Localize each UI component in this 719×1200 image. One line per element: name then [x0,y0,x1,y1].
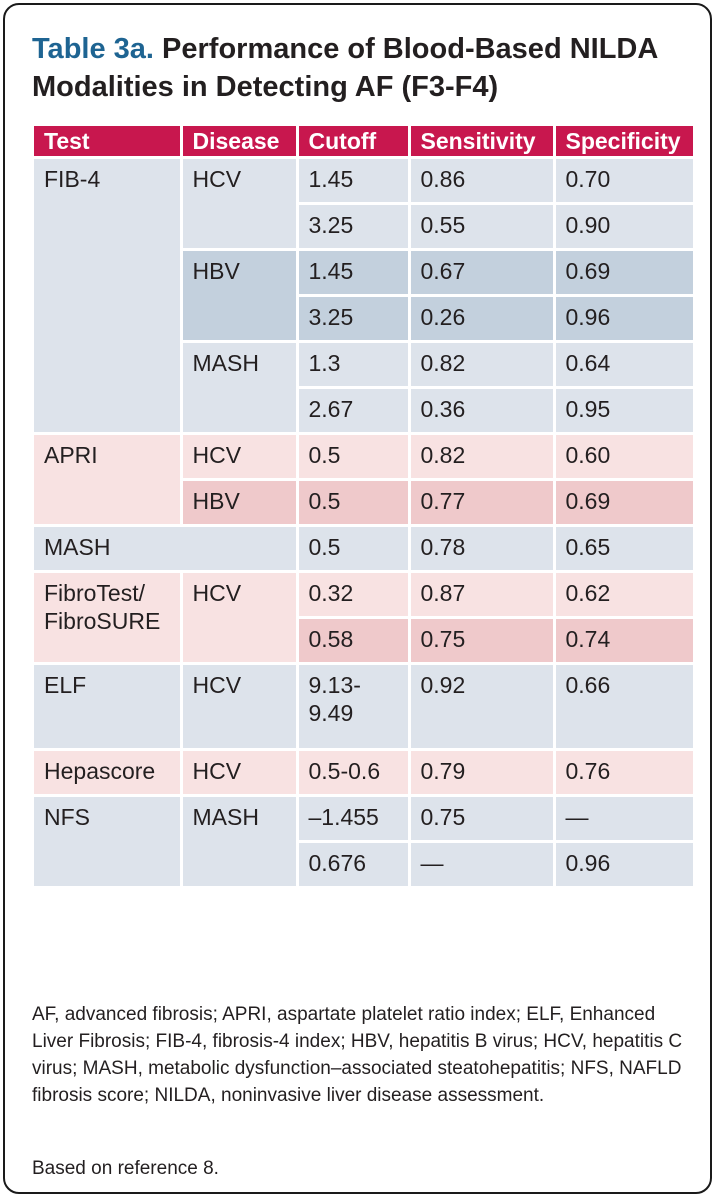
sensitivity-cell: 0.82 [407,340,556,389]
cutoff-cell: 1.45 [295,156,411,205]
header-disease: Disease [179,126,299,158]
table-row: 0.676 — 0.96 [34,840,696,889]
cutoff-cell: 1.45 [295,248,411,297]
cutoff-cell: 1.3 [295,340,411,389]
table-row: 2.67 0.36 0.95 [34,386,696,435]
table-caption: Performance of Blood-Based NILDA Modalit… [32,33,658,103]
table-row: HBV 1.45 0.67 0.69 [34,248,696,343]
specificity-cell: 0.95 [552,386,696,435]
table-row: FibroTest/FibroSURE HCV 0.32 0.87 0.62 [34,570,696,665]
sensitivity-cell: 0.75 [407,616,556,665]
cutoff-cell: –1.455 [295,794,411,843]
cutoff-cell: 0.5 [295,478,411,527]
sensitivity-cell: 0.78 [407,524,556,573]
header-cutoff: Cutoff [295,126,411,158]
sensitivity-cell: 0.77 [407,478,556,527]
cutoff-line1: 9.13- [308,672,361,698]
test-cell: Hepascore [34,748,183,797]
header-test: Test [34,126,183,158]
table-row: MASH 1.3 0.82 0.64 [34,340,696,435]
table-row: FIB-4 HCV 1.45 0.86 0.70 [34,156,696,435]
header-specificity: Specificity [552,126,696,158]
cutoff-cell: 0.676 [295,840,411,889]
sensitivity-cell: 0.86 [407,156,556,205]
specificity-cell: — [552,794,696,843]
specificity-cell: 0.69 [552,248,696,297]
cutoff-cell: 0.5-0.6 [295,748,411,797]
sensitivity-cell: 0.26 [407,294,556,343]
table-row: 3.25 0.55 0.90 [34,202,696,251]
specificity-cell: 0.90 [552,202,696,251]
cutoff-cell: 2.67 [295,386,411,435]
cutoff-line2: 9.49 [308,700,354,726]
table-row: 0.58 0.75 0.74 [34,616,696,665]
header-row: Test Disease Cutoff Sensitivity Specific… [34,126,696,158]
table-row: 3.25 0.26 0.96 [34,294,696,343]
test-cell: APRI [34,432,183,527]
disease-cell: HBV [179,478,299,527]
disease-cell: HBV [179,248,299,343]
test-name-line2: FibroSURE [44,608,161,634]
test-cell: FibroTest/FibroSURE [34,570,183,665]
disease-cell: HCV [179,748,299,797]
disease-cell: HCV [179,570,299,665]
table-row: APRI HCV 0.5 0.82 0.60 [34,432,696,527]
specificity-cell: 0.76 [552,748,696,797]
table-number: Table 3a. [32,33,154,65]
specificity-cell: 0.64 [552,340,696,389]
table-row: HBV 0.5 0.77 0.69 [34,478,696,527]
cutoff-cell: 0.32 [295,570,411,619]
specificity-cell: 0.62 [552,570,696,619]
disease-cell: HCV [179,432,299,481]
test-cell: FIB-4 [34,156,183,435]
sensitivity-cell: 0.82 [407,432,556,481]
disease-cell: MASH [179,794,299,889]
specificity-cell: 0.96 [552,840,696,889]
cutoff-cell: 3.25 [295,294,411,343]
test-cell: MASH [34,524,299,573]
sensitivity-cell: 0.36 [407,386,556,435]
abbreviations-footnote: AF, advanced fibrosis; APRI, aspartate p… [32,1004,683,1106]
table-row: Hepascore HCV 0.5-0.6 0.79 0.76 [34,748,696,797]
specificity-cell: 0.60 [552,432,696,481]
header-sensitivity: Sensitivity [407,126,556,158]
sensitivity-cell: 0.92 [407,662,556,751]
cutoff-cell: 0.5 [295,524,411,573]
sensitivity-cell: — [407,840,556,889]
reference-note: Based on reference 8. [32,1158,219,1179]
specificity-cell: 0.70 [552,156,696,205]
cutoff-cell: 0.58 [295,616,411,665]
specificity-cell: 0.74 [552,616,696,665]
specificity-cell: 0.66 [552,662,696,751]
cutoff-cell: 0.5 [295,432,411,481]
table-card: Table 3a. Performance of Blood-Based NIL… [3,3,712,1194]
table-row: MASH 0.5 0.78 0.65 [34,524,696,573]
test-name-line1: FibroTest/ [44,580,145,606]
specificity-cell: 0.65 [552,524,696,573]
specificity-cell: 0.69 [552,478,696,527]
disease-cell: HCV [179,662,299,751]
specificity-cell: 0.96 [552,294,696,343]
sensitivity-cell: 0.87 [407,570,556,619]
sensitivity-cell: 0.67 [407,248,556,297]
table-row: NFS MASH –1.455 0.75 — [34,794,696,889]
disease-cell: HCV [179,156,299,251]
cutoff-cell: 9.13- 9.49 [295,662,411,751]
performance-table: Test Disease Cutoff Sensitivity Specific… [34,126,696,889]
sensitivity-cell: 0.55 [407,202,556,251]
table-title: Table 3a. Performance of Blood-Based NIL… [32,30,702,106]
disease-cell: MASH [179,340,299,435]
test-cell: NFS [34,794,183,889]
sensitivity-cell: 0.75 [407,794,556,843]
test-cell: ELF [34,662,183,751]
cutoff-cell: 3.25 [295,202,411,251]
table-row: ELF HCV 9.13- 9.49 0.92 0.66 [34,662,696,751]
sensitivity-cell: 0.79 [407,748,556,797]
